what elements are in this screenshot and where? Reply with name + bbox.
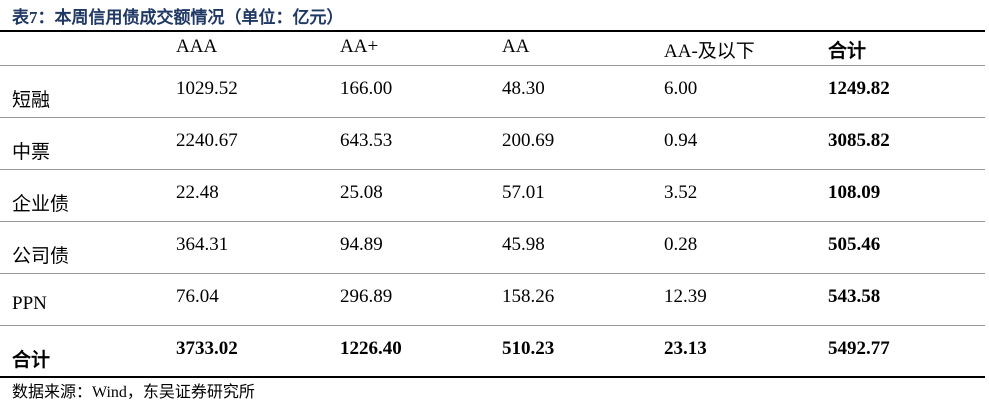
row-rule — [0, 169, 985, 170]
table-cell: 57.01 — [502, 182, 545, 203]
column-header: AA+ — [340, 36, 379, 57]
row-label: 合计 — [12, 350, 51, 371]
table-cell: 0.28 — [664, 234, 698, 255]
table-cell: 0.94 — [664, 130, 698, 151]
table-cell: 643.53 — [340, 130, 393, 151]
table-cell: 1029.52 — [176, 78, 238, 99]
table-cell: 48.30 — [502, 78, 545, 99]
table-cell: 3085.82 — [828, 130, 890, 151]
row-rule — [0, 325, 985, 326]
table-cell: 3.52 — [664, 182, 698, 203]
table-cell: 543.58 — [828, 286, 881, 307]
row-label: 企业债 — [12, 194, 70, 215]
row-label: 公司债 — [12, 246, 70, 267]
table-cell: 1226.40 — [340, 338, 402, 359]
row-label: 中票 — [12, 142, 51, 163]
row-rule — [0, 273, 985, 274]
table-title: 表7：本周信用债成交额情况（单位：亿元） — [12, 8, 344, 27]
table-cell: 3733.02 — [176, 338, 238, 359]
column-header: 合计 — [828, 41, 867, 62]
top-rule — [0, 30, 985, 32]
table-cell: 25.08 — [340, 182, 383, 203]
table-cell: 22.48 — [176, 182, 219, 203]
table-cell: 505.46 — [828, 234, 881, 255]
table-cell: 2240.67 — [176, 130, 238, 151]
column-header: AA-及以下 — [664, 41, 755, 62]
bottom-rule — [0, 376, 985, 378]
row-rule — [0, 117, 985, 118]
table-cell: 158.26 — [502, 286, 555, 307]
column-header: AA — [502, 36, 530, 57]
source-note: 数据来源：Wind，东吴证券研究所 — [12, 384, 255, 401]
table-cell: 12.39 — [664, 286, 707, 307]
header-rule — [0, 65, 985, 66]
column-header: AAA — [176, 36, 218, 57]
table-cell: 364.31 — [176, 234, 229, 255]
table-cell: 5492.77 — [828, 338, 890, 359]
table-cell: 6.00 — [664, 78, 698, 99]
table-cell: 76.04 — [176, 286, 219, 307]
row-label: 短融 — [12, 90, 51, 111]
row-rule — [0, 221, 985, 222]
table-cell: 23.13 — [664, 338, 707, 359]
table-cell: 200.69 — [502, 130, 555, 151]
row-label: PPN — [12, 293, 47, 314]
table-cell: 510.23 — [502, 338, 555, 359]
table-cell: 45.98 — [502, 234, 545, 255]
table-cell: 296.89 — [340, 286, 393, 307]
table-cell: 94.89 — [340, 234, 383, 255]
table-cell: 166.00 — [340, 78, 393, 99]
table-cell: 108.09 — [828, 182, 881, 203]
table-cell: 1249.82 — [828, 78, 890, 99]
